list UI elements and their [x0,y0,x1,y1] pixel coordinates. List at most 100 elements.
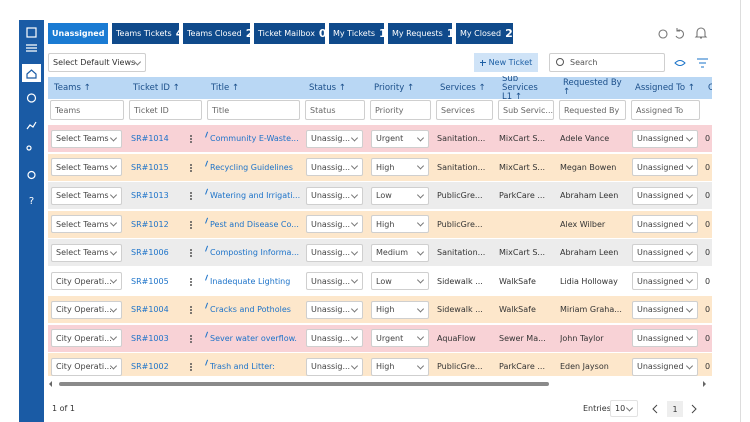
cell-select[interactable]: Select Teams [51,243,122,262]
column-header[interactable]: Requested By [557,77,629,99]
column-header[interactable]: Assigned To [629,77,703,99]
scroll-left[interactable] [49,381,52,387]
ticket-title[interactable]: Watering and Irrigati... [210,191,300,200]
ticket-id[interactable]: SR#1015 [131,162,169,172]
column-header[interactable]: Teams [48,77,127,99]
ticket-id[interactable]: SR#1013 [131,191,169,200]
ticket-title[interactable]: Cracks and Potholes [210,305,291,314]
cell-select[interactable]: Unassigned [632,129,698,148]
row-menu[interactable] [190,252,192,254]
column-filter[interactable]: Priority [370,100,431,120]
ticket-id[interactable]: SR#1006 [131,248,169,257]
cell-select[interactable]: Unassig... [306,215,363,233]
row-menu[interactable] [190,223,192,226]
cell-select[interactable]: Unassigned [632,329,698,347]
next-page[interactable] [691,404,697,414]
column-filter[interactable]: Ticket ID [129,100,202,120]
ticket-id[interactable]: SR#1003 [131,333,169,343]
ticket-title[interactable]: Community E-Waste... [210,134,299,143]
cell-select[interactable]: Unassig... [306,272,363,290]
entries-select[interactable]: 10 [610,400,638,417]
cell-select[interactable]: Low [371,186,429,205]
ticket-id[interactable]: SR#1005 [131,276,169,286]
cell-select[interactable]: Urgent [371,329,429,347]
ticket-id[interactable]: SR#1012 [131,219,169,229]
bell-icon[interactable] [694,27,708,39]
cell-select[interactable]: Medium [371,243,429,262]
h-scrollbar[interactable] [46,378,712,390]
ticket-title[interactable]: Inadequate Lighting [210,276,291,286]
row-menu[interactable] [190,366,192,368]
ticket-title[interactable]: Pest and Disease Co... [210,219,299,229]
cell-select[interactable]: Unassig... [306,129,363,148]
column-header[interactable]: Services [434,77,496,99]
cell-select[interactable]: Select Teams [51,186,122,205]
cell-select[interactable]: High [371,158,429,176]
cell-select[interactable]: City Operati... [51,300,122,319]
tab[interactable]: Teams Closed 2 [183,23,253,44]
row-menu[interactable] [190,280,192,283]
cell-select[interactable]: City Operati... [51,272,122,290]
cell-select[interactable]: Unassigned [632,158,698,176]
row-menu[interactable] [190,337,192,340]
search-box[interactable]: Search [549,53,665,72]
scroll-thumb[interactable] [59,382,549,386]
ticket-id[interactable]: SR#1014 [131,134,169,143]
cell-select[interactable]: Urgent [371,129,429,148]
column-filter[interactable]: Services [436,100,493,120]
column-filter[interactable]: Teams [50,100,124,120]
column-header[interactable]: Ticket ID [127,77,205,99]
ticket-id[interactable]: SR#1002 [131,362,169,371]
ticket-title[interactable]: Sever water overflow. [210,333,297,343]
tab[interactable]: Ticket Mailbox 0 [254,23,327,44]
cell-select[interactable]: Unassigned [632,357,698,376]
cell-select[interactable]: High [371,215,429,233]
help-icon[interactable]: ? [29,196,34,207]
cell-select[interactable]: Unassig... [306,158,363,176]
column-filter[interactable]: Sub Servic... [498,100,554,120]
tab[interactable]: Unassigned9 [48,23,116,44]
cell-select[interactable]: Unassigned [632,186,698,205]
cell-select[interactable]: Unassigned [632,243,698,262]
row-menu[interactable] [190,138,192,140]
column-header[interactable]: Title [205,77,303,99]
cell-select[interactable]: Unassigned [632,272,698,290]
row-menu[interactable] [190,309,192,311]
ticket-title[interactable]: Recycling Guidelines [210,162,293,172]
column-filter[interactable]: Title [207,100,300,120]
ticket-title[interactable]: Composting Informa... [210,248,300,257]
cell-select[interactable]: Select Teams [51,129,122,148]
column-filter[interactable]: Assigned To [631,100,700,120]
current-page[interactable]: 1 [667,401,683,417]
cell-select[interactable]: Unassigned [632,300,698,319]
cell-select[interactable]: Low [371,272,429,290]
cell-select[interactable]: Unassig... [306,357,363,376]
tab[interactable]: My Requests 1 [388,23,455,44]
row-menu[interactable] [190,195,192,197]
ticket-title[interactable]: Trash and Litter: [210,362,275,371]
cell-select[interactable]: Unassigned [632,215,698,233]
column-header[interactable]: Sub Services L1 [496,76,557,101]
ticket-id[interactable]: SR#1004 [131,305,169,314]
scroll-right[interactable] [703,381,706,387]
filter-icon[interactable] [697,58,708,68]
column-header[interactable]: C [702,77,712,99]
user-icon[interactable] [658,29,668,39]
new-ticket-button[interactable]: New Ticket [474,53,538,72]
cell-select[interactable]: Unassig... [306,186,363,205]
cell-select[interactable]: City Operati... [51,357,122,376]
cell-select[interactable]: High [371,300,429,319]
tab[interactable]: Teams Tickets 4 [112,23,183,44]
tab[interactable]: My Tickets 1 [329,23,387,44]
column-filter[interactable]: Status [305,100,365,120]
cell-select[interactable]: City Operati... [51,329,122,347]
column-filter[interactable]: Requested By [559,100,626,120]
cell-select[interactable]: Unassig... [306,329,363,347]
cell-select[interactable]: Select Teams [51,215,122,233]
cell-select[interactable]: Select Teams [51,158,122,176]
column-header[interactable]: Status [303,77,368,99]
view-icon[interactable] [674,60,686,66]
row-menu[interactable] [190,166,192,169]
cell-select[interactable]: Unassig... [306,300,363,319]
cell-select[interactable]: Unassig... [306,243,363,262]
